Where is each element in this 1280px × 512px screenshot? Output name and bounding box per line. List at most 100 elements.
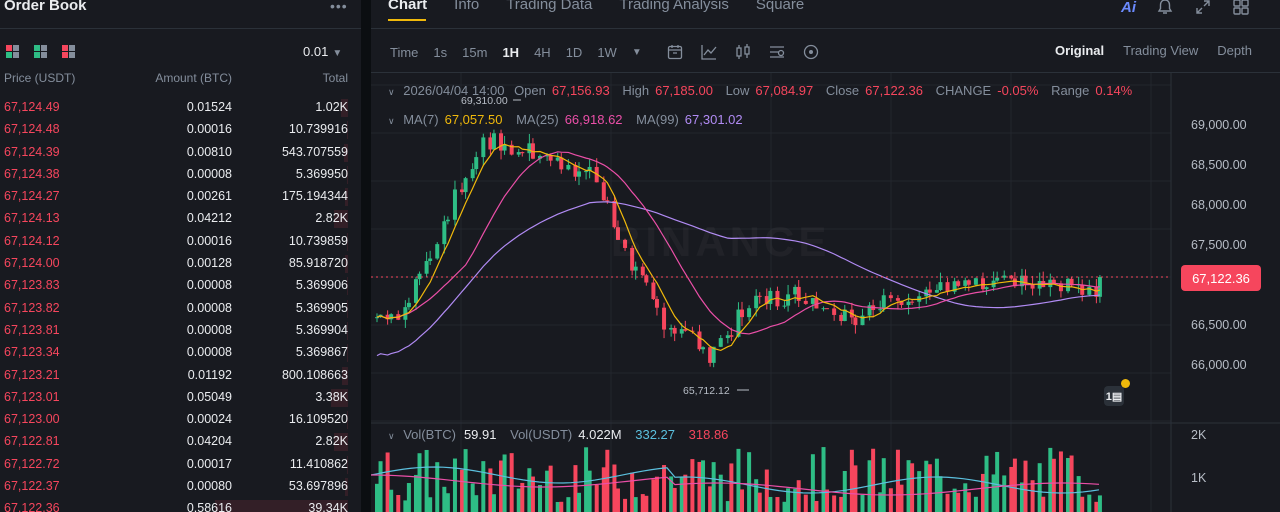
asks-only-icon[interactable] — [62, 45, 75, 58]
interval-1w[interactable]: 1W — [597, 44, 617, 60]
bell-icon[interactable] — [1156, 0, 1174, 16]
interval-4h[interactable]: 4H — [534, 44, 551, 60]
order-lines-icon[interactable]: 1▤ — [1104, 386, 1124, 406]
bids-only-icon[interactable] — [34, 45, 47, 58]
order-book-row[interactable]: 67,123.00 0.00024 16.109520 — [0, 409, 361, 431]
candle — [548, 155, 553, 161]
tab-info[interactable]: Info — [454, 0, 480, 13]
volume-bar — [768, 496, 773, 512]
ask-total: 5.369950 — [295, 166, 348, 181]
candle-type-icon[interactable] — [734, 43, 752, 61]
order-book-row[interactable]: 67,124.00 0.00128 85.918720 — [0, 253, 361, 275]
tab-chart[interactable]: Chart — [388, 0, 428, 13]
order-book-title: Order Book — [4, 0, 87, 14]
calendar-icon[interactable] — [666, 43, 684, 61]
volume-bar — [973, 496, 978, 512]
order-book-row[interactable]: 67,124.48 0.00016 10.739916 — [0, 119, 361, 141]
volume-ma2-line — [371, 474, 1100, 496]
order-book-row[interactable]: 67,122.81 0.04204 2.82K — [0, 431, 361, 453]
volume-bar — [1069, 455, 1074, 512]
interval-time[interactable]: Time — [390, 44, 419, 60]
more-intervals-chevron-icon[interactable]: ▼ — [631, 46, 642, 58]
order-book-row[interactable]: 67,122.72 0.00017 11.410862 — [0, 454, 361, 476]
candle — [654, 299, 659, 308]
order-book-row[interactable]: 67,123.82 0.00008 5.369905 — [0, 298, 361, 320]
order-book-row[interactable]: 67,123.83 0.00008 5.369906 — [0, 275, 361, 297]
tab-trading-analysis[interactable]: Trading Analysis — [619, 0, 729, 13]
volume-bar — [633, 497, 638, 512]
ask-total: 2.82K — [315, 211, 348, 226]
order-book-panel: Order Book ••• 0.01 ▼ Price (USDT) Amount… — [0, 0, 361, 512]
arrow-icon[interactable]: ∨ — [388, 87, 395, 97]
candle — [711, 346, 716, 363]
order-book-row[interactable]: 67,123.34 0.00008 5.369867 — [0, 342, 361, 364]
candle — [530, 143, 535, 159]
ai-icon[interactable]: Ai — [1121, 0, 1136, 16]
candle — [502, 144, 507, 151]
volume-bar — [963, 483, 968, 512]
candle — [984, 287, 989, 290]
more-options-icon[interactable]: ••• — [330, 0, 348, 14]
volume-bar — [452, 458, 457, 512]
volume-bar — [839, 496, 844, 512]
drawing-tool-icon[interactable] — [802, 43, 820, 61]
volume-bar — [375, 483, 379, 512]
volume-bar — [502, 454, 507, 512]
order-book-rows: 67,124.49 0.01524 1.02K 67,124.48 0.00016 10.… — [0, 97, 361, 512]
view-depth[interactable]: Depth — [1217, 43, 1252, 58]
interval-1h[interactable]: 1H — [502, 44, 520, 60]
order-book-row[interactable]: 67,124.13 0.04212 2.82K — [0, 208, 361, 230]
candle — [385, 314, 390, 320]
order-book-row[interactable]: 67,124.49 0.01524 1.02K — [0, 97, 361, 119]
volume-bar — [491, 494, 496, 512]
view-trading-view[interactable]: Trading View — [1123, 43, 1199, 58]
tab-square[interactable]: Square — [755, 0, 805, 13]
order-book-row[interactable]: 67,124.27 0.00261 175.194344 — [0, 186, 361, 208]
candlestick-chart[interactable]: 69,310.00 65,712.12 — [371, 73, 1280, 512]
order-book-row[interactable]: 67,124.39 0.00810 543.707559 — [0, 142, 361, 164]
both-sides-icon[interactable] — [6, 45, 19, 58]
ask-amount: 0.00016 — [186, 233, 232, 248]
tab-trading-data[interactable]: Trading Data — [506, 0, 593, 13]
candle — [952, 281, 957, 292]
order-book-row[interactable]: 67,124.12 0.00016 10.739859 — [0, 231, 361, 253]
precision-dropdown[interactable]: 0.01 ▼ — [303, 44, 342, 59]
expand-icon[interactable] — [1194, 0, 1212, 16]
volume-bar — [945, 493, 950, 512]
depth-bar — [346, 321, 348, 340]
arrow-icon[interactable]: ∨ — [388, 431, 395, 441]
indicators-icon[interactable] — [700, 43, 718, 61]
order-book-row[interactable]: 67,123.01 0.05049 3.38K — [0, 387, 361, 409]
order-book-row[interactable]: 67,122.37 0.00080 53.697896 — [0, 476, 361, 498]
view-original[interactable]: Original — [1055, 43, 1105, 58]
price-axis-label: 68,000.00 — [1191, 198, 1247, 212]
candle — [906, 301, 911, 305]
volume-bar — [1087, 494, 1092, 512]
depth-bar — [346, 165, 348, 184]
depth-bar — [346, 299, 348, 318]
precision-value: 0.01 — [303, 44, 329, 59]
layout-grid-icon[interactable] — [1232, 0, 1250, 16]
ask-amount: 0.00128 — [186, 256, 232, 271]
candle — [545, 155, 550, 157]
price-axis-label: 68,500.00 — [1191, 158, 1247, 172]
interval-1d[interactable]: 1D — [565, 44, 583, 60]
candle — [888, 295, 893, 299]
order-book-row[interactable]: 67,123.21 0.01192 800.108663 — [0, 365, 361, 387]
candle — [566, 164, 571, 170]
order-book-row[interactable]: 67,124.38 0.00008 5.369950 — [0, 164, 361, 186]
volume-bar — [474, 495, 479, 512]
arrow-icon[interactable]: ∨ — [388, 116, 395, 126]
candle — [966, 280, 971, 285]
order-book-row[interactable]: 67,123.81 0.00008 5.369904 — [0, 320, 361, 342]
interval-1s[interactable]: 1s — [433, 44, 448, 60]
ask-price: 67,123.83 — [4, 278, 60, 293]
order-book-row[interactable]: 67,122.36 0.58616 39.34K — [0, 498, 361, 512]
volume-bar — [516, 488, 521, 512]
interval-15m[interactable]: 15m — [462, 44, 488, 60]
ask-total: 10.739859 — [288, 233, 348, 248]
ask-price: 67,124.39 — [4, 144, 60, 159]
candle — [576, 171, 581, 177]
total-header: Total — [322, 71, 348, 85]
settings-sliders-icon[interactable] — [768, 43, 786, 61]
